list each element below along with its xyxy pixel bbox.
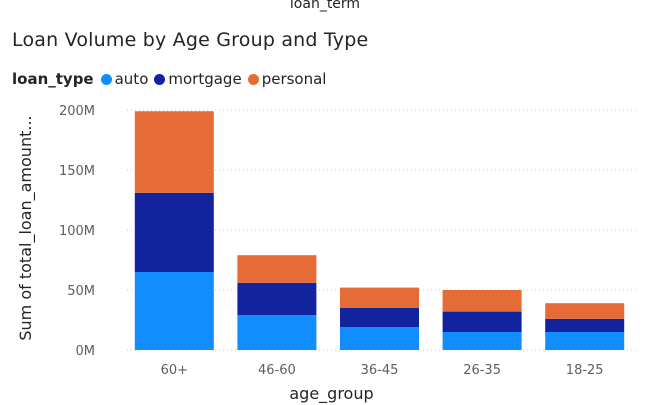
legend-title: loan_type — [12, 70, 94, 88]
legend-dot-auto — [100, 73, 112, 85]
top-field-label: loan_term — [289, 0, 361, 12]
bar-auto-26-35[interactable] — [442, 332, 522, 350]
bar-mortgage-46-60[interactable] — [237, 282, 317, 316]
legend-label-auto: auto — [114, 70, 149, 88]
bar-auto-18-25[interactable] — [545, 332, 625, 350]
bar-mortgage-26-35[interactable] — [442, 311, 522, 332]
bar-auto-60+[interactable] — [134, 272, 214, 350]
bar-personal-60+[interactable] — [134, 111, 214, 193]
y-tick-label: 150M — [59, 164, 95, 179]
x-tick-label: 26-35 — [463, 363, 501, 378]
legend-dot-personal — [247, 73, 259, 85]
bar-auto-36-45[interactable] — [339, 327, 420, 350]
y-axis-title: Sum of total_loan_amount... — [16, 115, 36, 340]
chart-title: Loan Volume by Age Group and Type — [12, 29, 369, 51]
x-tick-label: 36-45 — [361, 363, 399, 378]
y-tick-label: 100M — [59, 224, 95, 239]
bar-personal-18-25[interactable] — [545, 303, 625, 319]
bar-mortgage-18-25[interactable] — [545, 318, 625, 332]
bar-personal-46-60[interactable] — [237, 255, 317, 283]
y-tick-label: 0M — [76, 344, 96, 359]
legend-item-auto[interactable]: auto — [100, 70, 149, 88]
bar-mortgage-36-45[interactable] — [339, 308, 420, 328]
bar-mortgage-60+[interactable] — [134, 192, 214, 272]
x-tick-label: 46-60 — [258, 363, 296, 378]
x-axis-title: age_group — [289, 384, 373, 404]
bar-auto-46-60[interactable] — [237, 315, 317, 350]
y-tick-label: 200M — [59, 104, 95, 119]
chart-legend: loan_type auto mortgage personal — [12, 68, 332, 90]
legend-item-personal[interactable]: personal — [247, 70, 327, 88]
y-tick-label: 50M — [67, 284, 95, 299]
x-tick-label: 60+ — [161, 363, 188, 378]
bar-personal-26-35[interactable] — [442, 290, 522, 312]
bar-personal-36-45[interactable] — [339, 287, 420, 308]
legend-item-mortgage[interactable]: mortgage — [154, 70, 242, 88]
x-tick-label: 18-25 — [566, 363, 604, 378]
legend-label-personal: personal — [261, 70, 327, 88]
legend-dot-mortgage — [154, 73, 166, 85]
legend-label-mortgage: mortgage — [168, 70, 242, 88]
